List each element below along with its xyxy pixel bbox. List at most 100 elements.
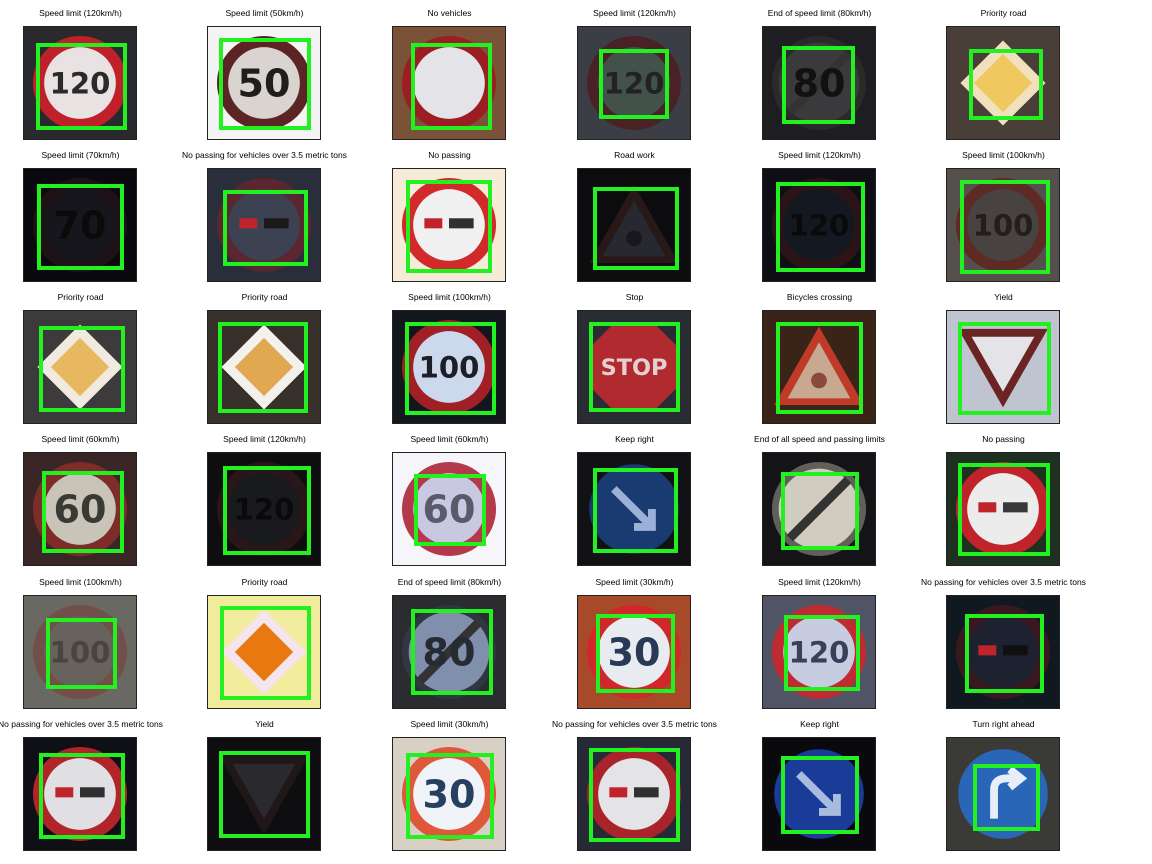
bounding-box: [592, 186, 679, 270]
bounding-box: [780, 755, 860, 835]
bounding-box: [964, 613, 1045, 694]
grid-cell: Speed limit (50km/h) 50: [172, 8, 357, 148]
image-caption: Speed limit (30km/h): [595, 577, 674, 587]
bounding-box: [41, 470, 124, 553]
grid-cell: No passing for vehicles over 3.5 metric …: [172, 150, 357, 290]
dark-car: [80, 787, 105, 798]
bounding-box: [219, 751, 310, 838]
bounding-box: [414, 474, 486, 546]
sign-thumbnail: [207, 595, 321, 709]
diamond-inner: [50, 337, 110, 397]
bounding-box: [592, 467, 678, 553]
red-car: [978, 645, 997, 656]
image-caption: Priority road: [241, 577, 288, 587]
image-caption: No passing for vehicles over 3.5 metric …: [921, 577, 1086, 587]
sign-face: [598, 47, 670, 119]
sign-face: [44, 189, 116, 261]
image-caption: Priority road: [57, 292, 104, 302]
red-car: [424, 218, 443, 229]
image-caption: Speed limit (30km/h): [410, 719, 489, 729]
sign-face: [228, 47, 300, 119]
sign-image: [24, 738, 136, 850]
sign-thumbnail: [577, 168, 691, 282]
diamond-inner: [973, 53, 1033, 113]
bounding-box: [36, 42, 128, 131]
sign-thumbnail: 100: [392, 310, 506, 424]
bounding-box: [219, 38, 312, 131]
yield-inner: [232, 763, 296, 819]
image-caption: Keep right: [615, 434, 654, 444]
image-caption: Priority road: [241, 292, 288, 302]
sign-image: [393, 27, 505, 139]
sign-thumbnail: 50: [207, 26, 321, 140]
triangle-symbol: [626, 230, 642, 247]
image-caption: Speed limit (120km/h): [593, 8, 676, 18]
dark-car: [634, 787, 659, 798]
grid-cell: Speed limit (30km/h) 30: [357, 719, 542, 859]
sign-thumbnail: 60: [392, 452, 506, 566]
image-caption: Speed limit (100km/h): [408, 292, 491, 302]
bounding-box: [776, 322, 863, 415]
sign-image: 70: [24, 169, 136, 281]
sign-text: 100: [973, 208, 1034, 242]
sign-image: 120: [578, 27, 690, 139]
grid-cell: Keep right: [727, 719, 912, 859]
sign-thumbnail: [946, 452, 1060, 566]
sign-thumbnail: [392, 26, 506, 140]
sign-text: 60: [54, 488, 107, 532]
sign-thumbnail: 80: [762, 26, 876, 140]
sign-face: [413, 331, 485, 403]
bounding-box: [595, 613, 676, 694]
red-car: [239, 218, 258, 229]
grid-cell: Priority road: [172, 292, 357, 432]
grid-cell: Priority road: [172, 577, 357, 717]
sign-thumbnail: [577, 737, 691, 851]
grid-cell: End of speed limit (80km/h) 80: [727, 8, 912, 148]
sign-thumbnail: [762, 452, 876, 566]
image-caption: Yield: [994, 292, 1013, 302]
image-caption: Turn right ahead: [972, 719, 1035, 729]
sign-image: 60: [393, 453, 505, 565]
sign-face: [783, 189, 855, 261]
image-caption: End of all speed and passing limits: [754, 434, 885, 444]
image-caption: Road work: [614, 150, 655, 160]
grid-cell: Speed limit (100km/h) 100: [357, 292, 542, 432]
grid-cell: Turn right ahead: [911, 719, 1096, 859]
image-caption: Speed limit (60km/h): [41, 434, 120, 444]
bounding-box: [38, 752, 125, 839]
sign-face: [44, 758, 116, 830]
sign-text: 80: [793, 62, 846, 106]
red-car: [55, 787, 74, 798]
bounding-box: [782, 46, 855, 125]
sign-text: 80: [423, 631, 476, 675]
sign-image: [208, 596, 320, 708]
grid-cell: Yield: [172, 719, 357, 859]
dark-car: [264, 218, 289, 229]
sign-image: 80: [763, 27, 875, 139]
sign-image: 50: [208, 27, 320, 139]
grid-cell: End of all speed and passing limits: [727, 434, 912, 574]
triangle-inner: [787, 342, 851, 399]
bounding-box: [960, 180, 1051, 275]
sign-thumbnail: 70: [23, 168, 137, 282]
sign-image: 120: [763, 169, 875, 281]
bounding-box: [405, 322, 497, 416]
image-caption: Speed limit (70km/h): [41, 150, 120, 160]
image-caption: No passing: [428, 150, 471, 160]
end-stripe: [416, 619, 482, 685]
grid-cell: Keep right: [542, 434, 727, 574]
sign-face: [413, 47, 485, 119]
bounding-box: [972, 763, 1040, 831]
sign-thumbnail: 120: [577, 26, 691, 140]
grid-cell: Speed limit (100km/h) 100: [911, 150, 1096, 290]
grid-cell: Bicycles crossing: [727, 292, 912, 432]
bounding-box: [218, 322, 308, 413]
grid-cell: No passing for vehicles over 3.5 metric …: [0, 719, 173, 859]
sign-thumbnail: [23, 310, 137, 424]
image-caption: End of speed limit (80km/h): [767, 8, 872, 18]
image-caption: End of speed limit (80km/h): [397, 577, 502, 587]
bounding-box: [222, 190, 308, 267]
sign-image: 100: [393, 311, 505, 423]
sign-image: [208, 311, 320, 423]
sign-thumbnail: [946, 26, 1060, 140]
